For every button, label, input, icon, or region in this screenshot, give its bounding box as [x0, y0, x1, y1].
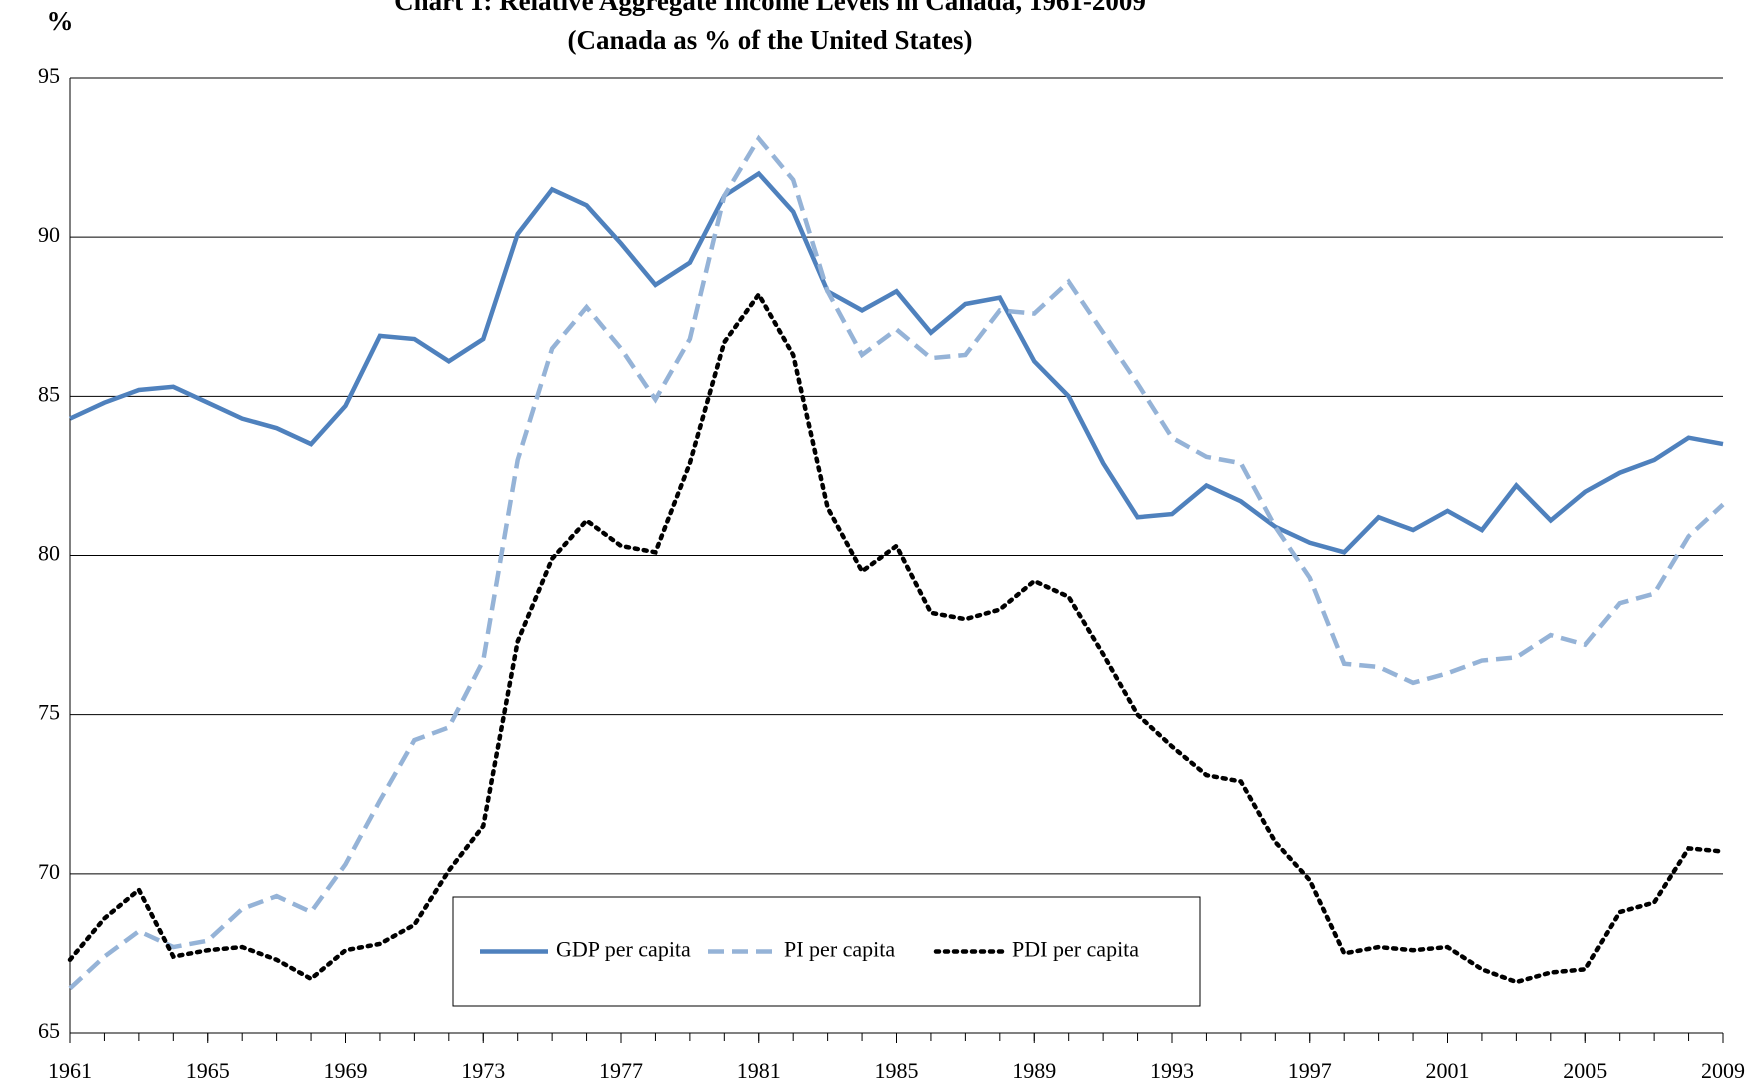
x-tick-label: 2005	[1563, 1058, 1607, 1081]
y-tick-label: 95	[38, 63, 60, 88]
x-tick-label: 1961	[48, 1058, 92, 1081]
x-tick-label: 1969	[324, 1058, 368, 1081]
chart-subtitle: (Canada as % of the United States)	[568, 25, 973, 55]
line-series	[69, 170, 1724, 555]
x-tick-label: 1997	[1288, 1058, 1332, 1081]
x-tick-label: 1993	[1150, 1058, 1194, 1081]
x-tick-label: 1965	[186, 1058, 230, 1081]
y-tick-label: 85	[38, 381, 60, 406]
x-tick-label: 1981	[737, 1058, 781, 1081]
line-series	[67, 290, 1726, 985]
x-tick-label: 1985	[875, 1058, 919, 1081]
chart-title: Chart 1: Relative Aggregate Income Level…	[394, 0, 1146, 16]
x-tick-label: 1989	[1012, 1058, 1056, 1081]
y-tick-label: 80	[38, 541, 60, 566]
y-tick-label: 70	[38, 859, 60, 884]
x-tick-label: 2009	[1701, 1058, 1745, 1081]
legend-label: PI per capita	[784, 937, 895, 962]
legend-label: GDP per capita	[556, 937, 691, 962]
y-tick-label: 90	[38, 222, 60, 247]
y-axis-label: %	[47, 6, 74, 36]
y-tick-label: 65	[38, 1018, 60, 1043]
legend-box	[452, 896, 1201, 1007]
line-series	[68, 134, 1725, 991]
x-tick-label: 2001	[1426, 1058, 1470, 1081]
x-tick-label: 1973	[461, 1058, 505, 1081]
x-tick-label: 1977	[599, 1058, 643, 1081]
y-tick-label: 75	[38, 700, 60, 725]
legend-label: PDI per capita	[1012, 937, 1139, 962]
